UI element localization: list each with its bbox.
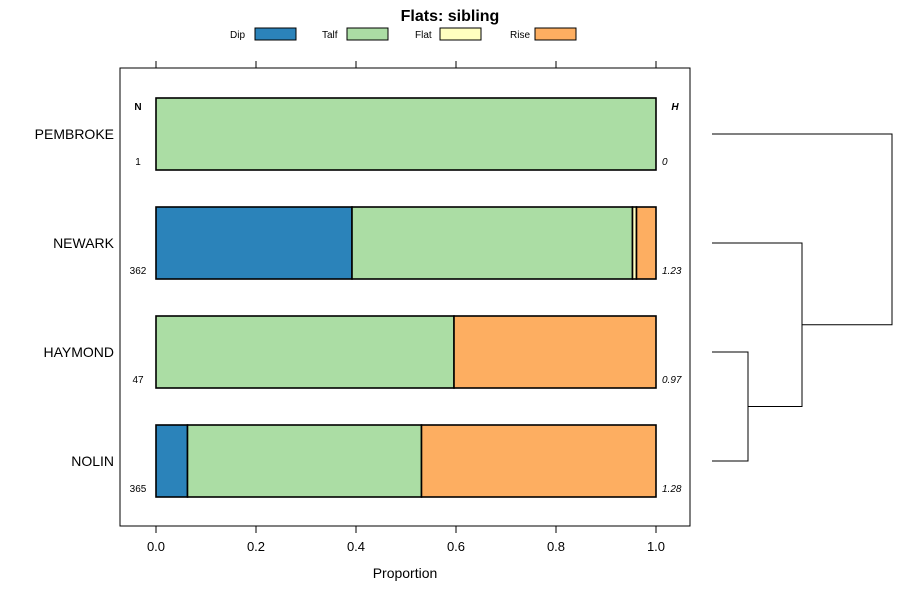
legend-label-flat: Flat (415, 30, 432, 41)
n-value: 1 (135, 157, 141, 168)
h-value: 1.28 (662, 484, 682, 495)
x-tick-label: 0.8 (547, 539, 565, 554)
bar-rows (155, 97, 657, 498)
x-tick-label: 0.4 (347, 539, 365, 554)
n-value: 47 (132, 375, 144, 386)
plot-panel (119, 67, 691, 527)
bar-haymond-talf (155, 315, 455, 389)
n-value: 362 (130, 266, 147, 277)
legend-swatch-dip (254, 27, 297, 41)
legend-swatch-talf (346, 27, 389, 41)
h-value: 0.97 (662, 375, 682, 386)
annotations: N H 1 0 362 1.23 47 0.97 365 1.28 (130, 102, 682, 495)
n-header: N (134, 102, 141, 113)
x-tick-label: 0.0 (147, 539, 165, 554)
x-axis-label: Proportion (373, 565, 438, 581)
legend-swatch-flat (439, 27, 482, 41)
x-axis: 0.0 0.2 0.4 0.6 0.8 1.0 (147, 61, 665, 554)
legend-label-rise: Rise (510, 30, 530, 41)
n-value: 365 (130, 484, 147, 495)
h-header: H (671, 102, 679, 113)
bar-nolin-rise (420, 424, 657, 498)
y-tick-label: HAYMOND (43, 344, 114, 360)
bar-nolin-talf (186, 424, 423, 498)
dendrogram-link (712, 351, 749, 462)
bar-nolin-dip (155, 424, 189, 498)
x-tick-label: 1.0 (647, 539, 665, 554)
y-tick-label: PEMBROKE (35, 126, 114, 142)
bar-newark-rise (635, 206, 657, 280)
bar-newark-dip (155, 206, 353, 280)
y-tick-label: NEWARK (53, 235, 115, 251)
legend-swatch-rise (534, 27, 577, 41)
dendrogram-link (712, 133, 893, 326)
legend-label-talf: Talf (322, 30, 338, 41)
legend: Dip Talf Flat Rise (230, 27, 577, 41)
bar-newark-talf (351, 206, 634, 280)
x-tick-label: 0.6 (447, 539, 465, 554)
h-value: 0 (662, 157, 668, 168)
y-axis-labels: PEMBROKE NEWARK HAYMOND NOLIN (35, 126, 115, 469)
x-tick-label: 0.2 (247, 539, 265, 554)
chart-title: Flats: sibling (401, 8, 500, 25)
bar-haymond-rise (453, 315, 657, 389)
bar-pembroke-talf (155, 97, 657, 171)
h-value: 1.23 (662, 266, 682, 277)
y-tick-label: NOLIN (71, 453, 114, 469)
dendrogram-link (712, 242, 803, 407)
legend-label-dip: Dip (230, 30, 245, 41)
dendrogram (712, 133, 893, 462)
